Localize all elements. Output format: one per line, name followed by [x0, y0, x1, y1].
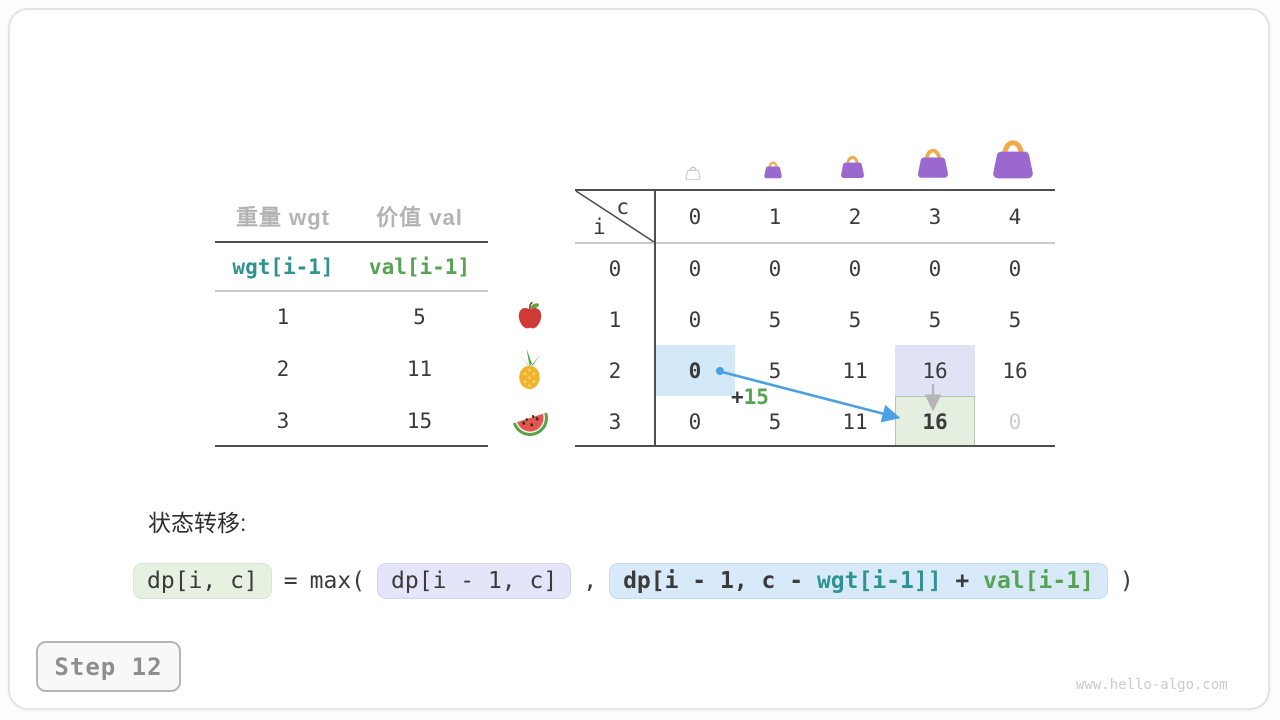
take-val-term: val[i-1]	[983, 568, 1094, 594]
items-index-cell-0: wgt[i-1]	[232, 254, 334, 279]
apple-icon	[514, 300, 546, 336]
items-value-r0c0: 1	[276, 305, 290, 329]
formula-lhs-pill: dp[i, c]	[133, 563, 272, 599]
dp-cell-r0c3: 0	[928, 256, 942, 281]
dp-cell-r2c3: 16	[895, 345, 975, 396]
dp-header-rule	[575, 242, 1055, 244]
dp-row-header-3: 3	[608, 409, 622, 434]
formula-keep-pill: dp[i - 1, c]	[377, 563, 572, 599]
dp-cell-r1c1: 5	[768, 307, 782, 332]
pineapple-icon	[511, 347, 548, 394]
dp-col-header-4: 4	[1008, 204, 1022, 229]
items-bottom-rule	[215, 445, 488, 447]
dp-col-header-0: 0	[688, 204, 702, 229]
dp-col-header-3: 3	[928, 204, 942, 229]
items-value-r2c0: 3	[276, 409, 290, 433]
dp-cell-r3c0: 0	[688, 409, 702, 434]
transition-label: 状态转移:	[148, 510, 247, 536]
dp-row-header-0: 0	[608, 256, 622, 281]
dp-cell-r2c0: 0	[655, 345, 735, 396]
items-value-r1c0: 2	[276, 357, 290, 381]
plus-sign: +	[731, 385, 744, 409]
ghost-bag-icon	[684, 163, 702, 184]
items-index-rule	[215, 290, 488, 292]
dp-cell-r1c3: 5	[928, 307, 942, 332]
formula-max-open: max(	[309, 568, 366, 594]
dp-corner-cell: c i	[575, 190, 655, 243]
dp-cell-r2c2: 11	[842, 358, 868, 383]
step-badge: Step 12	[36, 641, 181, 692]
dp-cell-r2c4: 16	[1002, 358, 1028, 383]
bag-icon-2	[838, 150, 867, 183]
dp-row-header-1: 1	[608, 307, 622, 332]
bag-icon-1	[762, 157, 784, 183]
site-watermark: www.hello-algo.com	[1076, 677, 1228, 693]
take-prefix: dp[i - 1, c -	[623, 568, 817, 594]
dp-table: c i 0 1 2 3 4 0 0 0 0 0 0 1 0 5 5 5 5 2 0 5 11 16 16 3 0 5 11 16 0	[575, 190, 1055, 447]
value-gain-annotation: +15	[731, 386, 769, 408]
items-value-r1c1: 11	[406, 357, 433, 381]
dp-col-header-2: 2	[848, 204, 862, 229]
dp-cell-r0c0: 0	[688, 256, 702, 281]
items-value-r0c1: 5	[413, 305, 426, 329]
corner-col-var: c	[616, 195, 629, 219]
dp-cell-r1c0: 0	[688, 307, 702, 332]
bag-icon-3	[914, 141, 952, 183]
items-header-rule	[215, 241, 488, 243]
dp-cell-r3c2: 11	[842, 409, 868, 434]
items-value-r2c1: 15	[406, 409, 433, 433]
take-plus: +	[941, 568, 984, 594]
dp-label-column-rule	[654, 189, 656, 447]
formula-take-pill: dp[i - 1, c - wgt[i-1]] + val[i-1]	[609, 563, 1108, 599]
formula-equals: =	[283, 568, 298, 594]
dp-cell-r1c2: 5	[848, 307, 862, 332]
items-col-header-1: 价值 val	[376, 205, 463, 230]
watermelon-icon	[509, 404, 551, 442]
dp-col-header-1: 1	[768, 204, 782, 229]
take-wgt-term: wgt[i-1]]	[816, 568, 942, 594]
dp-cell-r3c3: 16	[895, 396, 975, 447]
dp-cell-r1c4: 5	[1008, 307, 1022, 332]
dp-cell-r3c4: 0	[1008, 409, 1022, 434]
dp-row-header-2: 2	[608, 358, 622, 383]
corner-row-var: i	[593, 215, 606, 239]
items-col-header-0: 重量 wgt	[236, 205, 330, 230]
formula-comma: ,	[583, 568, 598, 594]
formula-close-paren: )	[1119, 568, 1134, 594]
dp-cell-r0c1: 0	[768, 256, 782, 281]
dp-bottom-rule	[575, 445, 1055, 447]
items-index-cell-1: val[i-1]	[368, 254, 471, 279]
corner-diagonal-line	[575, 190, 655, 243]
items-table: 重量 wgt 价值 val wgt[i-1] val[i-1] 1 5 2 11 3 15	[215, 190, 488, 447]
dp-cell-r0c4: 0	[1008, 256, 1022, 281]
dp-cell-r0c2: 0	[848, 256, 862, 281]
gain-value: 15	[743, 385, 769, 409]
transition-formula: dp[i, c] = max( dp[i - 1, c] , dp[i - 1,…	[133, 561, 1134, 601]
bag-icon-4	[988, 130, 1038, 184]
dp-top-rule	[575, 189, 1055, 191]
